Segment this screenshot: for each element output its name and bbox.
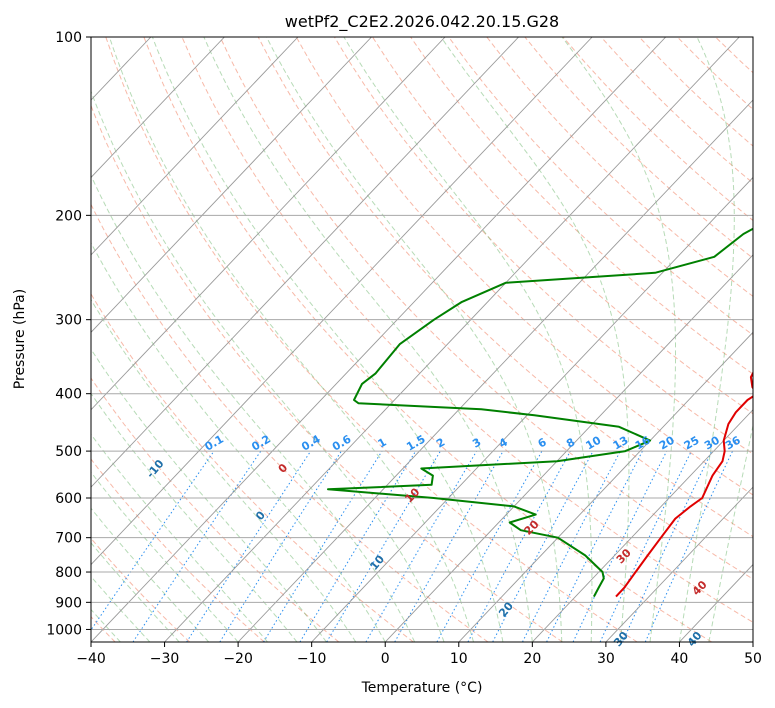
moist-adiabat-line	[440, 37, 630, 642]
isotherm-line	[458, 331, 753, 642]
x-axis-title: Temperature (°C)	[361, 680, 483, 696]
chart-title: wetPf2_C2E2.2026.042.20.15.G28	[285, 12, 559, 32]
plot-area	[91, 37, 753, 642]
dry-adiabat-line	[295, 37, 753, 496]
moist-adiabat-line	[91, 174, 416, 642]
moist-adiabat-line	[678, 37, 735, 642]
dry-adiabat-line	[372, 37, 753, 415]
moist-adiabat-line	[91, 575, 151, 642]
moist-adiabat-line	[266, 37, 563, 642]
dry-adiabat-line	[181, 37, 753, 623]
mixing-ratio-line	[186, 450, 312, 642]
x-tick-label: −20	[223, 651, 253, 667]
x-tick-label: 20	[523, 651, 541, 667]
moist-adiabat-line	[343, 37, 593, 642]
y-tick-label: 200	[55, 208, 82, 224]
mixing-ratio-line	[572, 450, 668, 642]
moist-adiabat-line	[151, 37, 504, 642]
mixing-ratio-line	[436, 450, 543, 642]
isotherm-line	[164, 37, 740, 642]
isotherm-line	[532, 409, 753, 642]
dry-adiabat-line	[91, 203, 489, 642]
y-tick-label: 600	[55, 491, 82, 507]
x-tick-label: −10	[297, 651, 327, 667]
y-tick-label: 900	[55, 595, 82, 611]
isotherm-line	[384, 254, 753, 642]
y-axis-ticks: 100 200 300 400 500 600 700 800 900 1000	[46, 30, 91, 638]
x-axis-ticks: −40 −30 −20 −10 0 10 20 30 40 50	[76, 642, 762, 667]
mixing-ratio-line	[394, 450, 504, 642]
plot-frame	[90, 36, 754, 643]
y-tick-label: 500	[55, 444, 82, 460]
isotherm-line	[91, 37, 372, 333]
moist-adiabat-line	[91, 348, 327, 642]
dry-adiabat-line	[91, 537, 191, 642]
y-tick-label: 100	[55, 30, 82, 46]
y-tick-label: 400	[55, 387, 82, 403]
mixing-ratio-line	[219, 450, 342, 642]
moist-adiabat-line	[91, 507, 210, 642]
moist-adiabats	[91, 37, 753, 642]
isotherms	[91, 37, 753, 642]
isotherm-line	[605, 486, 753, 642]
mixing-ratio-line	[91, 450, 215, 631]
x-tick-label: 10	[450, 651, 468, 667]
x-tick-label: 50	[744, 651, 762, 667]
x-tick-label: −30	[150, 651, 180, 667]
dewpoint-profile-line	[327, 227, 753, 598]
dry-adiabat-line	[91, 458, 265, 642]
moist-adiabat-line	[91, 90, 445, 642]
x-tick-label: 30	[597, 651, 615, 667]
y-tick-label: 800	[55, 565, 82, 581]
moist-adiabat-line	[561, 37, 676, 642]
y-axis-title: Pressure (hPa)	[12, 289, 28, 389]
mixing-ratio-line	[546, 450, 643, 642]
isotherm-line	[91, 37, 519, 488]
isotherm-line	[237, 99, 753, 642]
isotherm-line	[311, 176, 753, 642]
moist-adiabat-line	[708, 423, 753, 642]
dry-adiabat-line	[105, 37, 638, 642]
y-tick-label: 700	[55, 531, 82, 547]
dry-adiabat-line	[448, 37, 753, 336]
sounding-profiles	[327, 227, 753, 598]
y-tick-label: 1000	[46, 622, 82, 638]
isotherm-line	[91, 37, 667, 642]
isotherm-line	[91, 37, 225, 179]
temperature-profile-line	[615, 371, 753, 598]
isotherm-line	[91, 37, 299, 256]
x-tick-label: 0	[381, 651, 390, 667]
dry-adiabat-line	[143, 37, 713, 642]
moist-adiabat-line	[91, 542, 180, 642]
y-tick-label: 300	[55, 313, 82, 329]
x-tick-label: −40	[76, 651, 106, 667]
mixing-ratio-line	[467, 450, 571, 642]
isotherm-line	[91, 37, 593, 566]
moist-adiabat-line	[91, 471, 239, 642]
moist-adiabat-line	[203, 37, 533, 642]
dry-adiabat-line	[219, 37, 753, 580]
isotherm-line	[91, 37, 446, 411]
moist-adiabat-line	[91, 298, 357, 642]
dry-adiabat-line	[486, 37, 753, 297]
moist-adiabat-line	[91, 241, 386, 642]
x-tick-label: 40	[671, 651, 689, 667]
